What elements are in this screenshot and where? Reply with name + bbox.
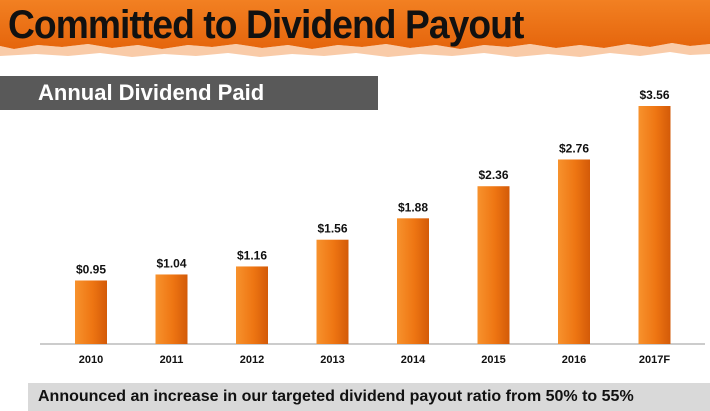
data-label-2014: $1.88 (398, 200, 428, 214)
x-tick-label-2017F: 2017F (639, 354, 670, 366)
page-title: Committed to Dividend Payout (8, 3, 524, 47)
subtitle-bar (0, 76, 378, 110)
x-tick-label-2014: 2014 (401, 354, 426, 366)
x-tick-label-2016: 2016 (562, 354, 586, 366)
footer-note: Announced an increase in our targeted di… (38, 388, 634, 405)
chart-subtitle: Annual Dividend Paid (38, 80, 265, 105)
value-labels-layer: $0.95 $1.04 $1.16 $1.56 $1.88 $2.36 $2.76 $3.56 (76, 88, 670, 276)
bar-2016 (558, 159, 590, 344)
data-label-2013: $1.56 (317, 222, 347, 236)
tick-labels-layer: 2010 2011 2012 2013 2014 2015 2016 2017F (79, 354, 671, 366)
data-label-2016: $2.76 (559, 141, 589, 155)
x-tick-label-2013: 2013 (320, 354, 344, 366)
data-label-2015: $2.36 (478, 168, 508, 182)
bar-2015 (477, 186, 510, 344)
x-tick-label-2010: 2010 (79, 354, 103, 366)
data-label-2011: $1.04 (156, 256, 186, 270)
bar-2014 (397, 218, 429, 344)
data-label-2010: $0.95 (76, 262, 106, 276)
bar-2011 (155, 274, 188, 344)
footer-bar (28, 383, 710, 411)
bars-layer (75, 106, 671, 344)
x-tick-label-2011: 2011 (160, 354, 184, 366)
title-banner (0, 0, 710, 57)
data-label-2017F: $3.56 (639, 88, 669, 102)
bar-2013 (316, 239, 349, 344)
bar-2012 (236, 266, 268, 344)
x-tick-label-2015: 2015 (481, 354, 505, 366)
data-label-2012: $1.16 (237, 248, 267, 262)
x-tick-label-2012: 2012 (240, 354, 264, 366)
bar-2017F (638, 106, 671, 344)
bar-2010 (75, 280, 107, 344)
